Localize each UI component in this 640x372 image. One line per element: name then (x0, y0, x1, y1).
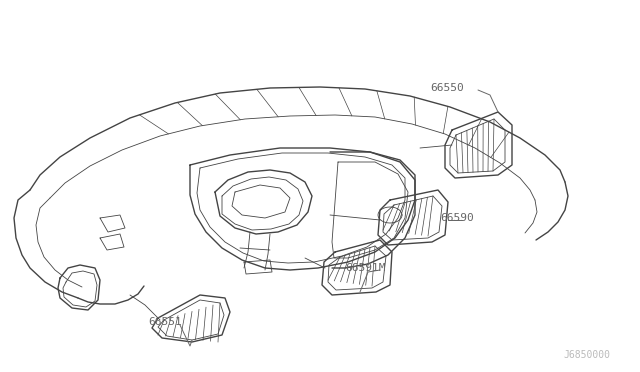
Text: 66550: 66550 (430, 83, 464, 93)
Text: 66590: 66590 (440, 213, 474, 223)
Text: 66591M: 66591M (345, 263, 385, 273)
Text: J6850000: J6850000 (563, 350, 610, 360)
Text: 66551: 66551 (148, 317, 182, 327)
